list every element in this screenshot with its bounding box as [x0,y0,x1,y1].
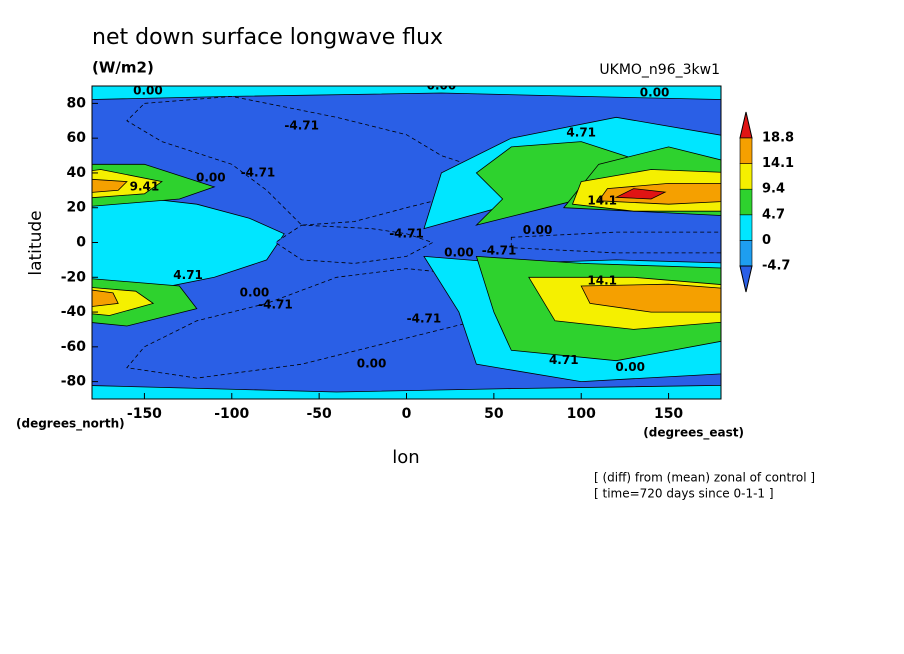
contour-label: 14.1 [587,273,617,287]
colorbar-segment [739,137,753,164]
y-units: (degrees_north) [16,417,125,432]
contour-region [126,268,513,379]
colorbar-label: 9.4 [762,182,785,197]
contour-label: -4.71 [482,244,517,258]
model-label: UKMO_n96_3kw1 [599,62,720,78]
contour-region [92,384,721,399]
colorbar-label: 0 [762,233,771,248]
contour-field: 0.00 0.00 0.00-4.71-4.710.009.414.7114.10.… [92,79,721,399]
contour-region [126,95,504,226]
x-tick-label: -50 [306,406,332,422]
x-tick-label: -100 [214,406,249,422]
contour-label: 0.00 [133,84,163,98]
colorbar-segment [739,188,753,216]
contour-label: 0.00 [523,223,553,237]
x-tick-label: -150 [127,406,162,422]
colorbar-label: 14.1 [762,156,794,171]
colorbar-label: 18.8 [762,131,794,146]
x-tick-label: 50 [484,406,504,422]
contour-label: 0.00 [427,79,457,93]
contour-region [92,289,119,307]
colorbar-segment [739,240,753,267]
contour-label: 0.00 [357,357,387,371]
x-tick-label: 150 [654,406,683,422]
contour-label: -4.71 [284,118,319,132]
units: (W/m2) [92,59,154,77]
contour-label: 0.00 [444,245,474,259]
colorbar-arrow [739,265,753,293]
contour-region [274,224,434,264]
contour-region [92,86,721,100]
contour-region [510,231,721,254]
chart-title: net down surface longwave flux [92,25,443,50]
contour-label: 4.71 [566,125,596,139]
contour-label: -4.71 [258,298,293,312]
x-tick-label: 100 [567,406,596,422]
contour-region [580,283,721,313]
y-tick-label: 0 [76,235,86,251]
x-tick-label: 0 [402,406,412,422]
y-tick-label: 60 [67,130,87,146]
y-tick-label: -60 [61,339,87,355]
y-tick-label: -40 [61,304,87,320]
contour-label: 14.1 [587,193,617,207]
contour-label: -4.71 [389,226,424,240]
contour-region [614,188,667,200]
contour-label: 0.00 [196,171,226,185]
contour-label: 9.41 [130,179,160,193]
contour-label: 0.00 [640,85,670,99]
y-axis-label: latitude [26,210,46,275]
x-axis-label: lon [392,447,419,468]
colorbar-arrow [739,111,753,139]
y-tick-label: 80 [67,95,87,111]
note: [ (diff) from (mean) zonal of control ] [594,471,815,485]
contour-label: -4.71 [407,312,442,326]
colorbar-segment [739,214,753,241]
x-units: (degrees_east) [643,426,744,441]
colorbar-label: -4.7 [762,259,790,274]
contour-label: -4.71 [241,165,276,179]
y-tick-label: 20 [67,200,87,216]
y-tick-label: -20 [61,269,87,285]
y-tick-label: -80 [61,374,87,390]
contour-label: 0.00 [615,360,645,374]
note: [ time=720 days since 0-1-1 ] [594,487,774,501]
contour-label: 4.71 [549,353,579,367]
contour-label: 0.00 [240,285,270,299]
contour-label: 4.71 [173,268,203,282]
colorbar-label: 4.7 [762,207,785,222]
colorbar-segment [739,163,753,190]
y-tick-label: 40 [67,165,87,181]
contour-region [92,178,128,193]
